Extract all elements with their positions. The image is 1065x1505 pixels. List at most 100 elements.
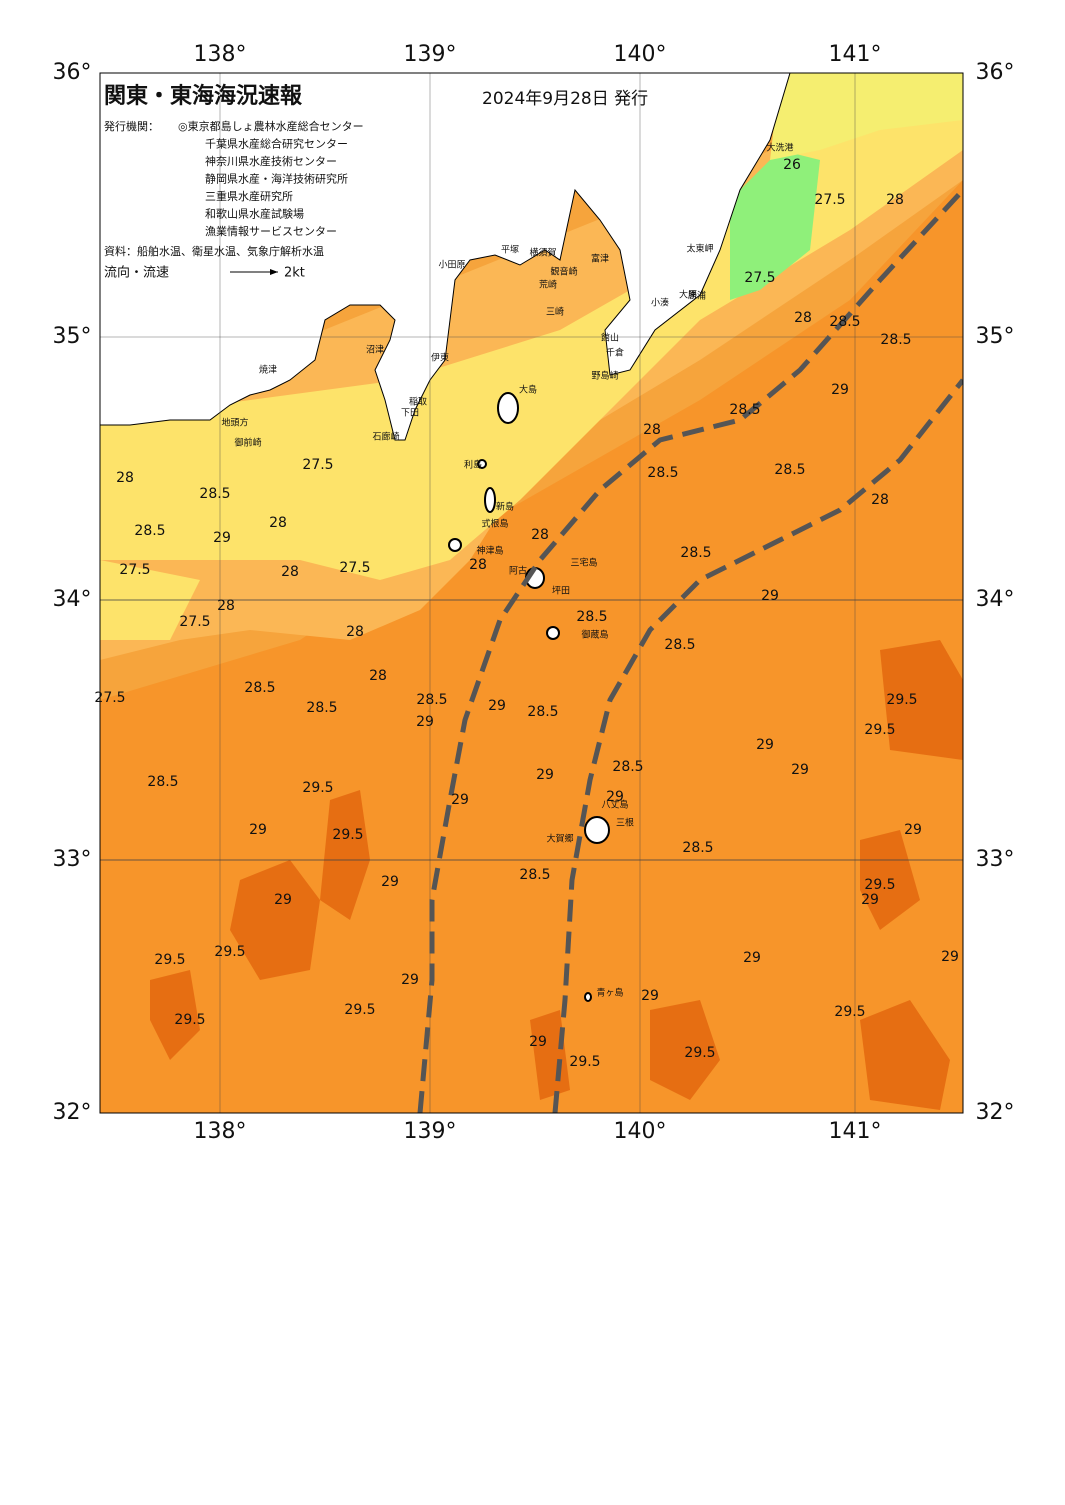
lat-label: 35° bbox=[53, 324, 92, 349]
contour-label: 28.5 bbox=[647, 465, 678, 481]
patch bbox=[650, 1000, 720, 1100]
issuer: 神奈川県水産技術センター bbox=[205, 154, 337, 168]
lon-label: 139° bbox=[404, 1119, 457, 1144]
place-name: 地頭方 bbox=[221, 417, 248, 429]
place-name: 小田原 bbox=[438, 260, 465, 271]
island bbox=[477, 459, 487, 469]
contour-label: 29.5 bbox=[344, 1002, 375, 1018]
patch bbox=[230, 860, 320, 980]
issuer-label: 発行機関： bbox=[104, 119, 159, 133]
contour-label: 28.5 bbox=[880, 332, 911, 348]
flow-label: 流向・流速 bbox=[104, 265, 169, 281]
lat-label: 32° bbox=[976, 1100, 1015, 1125]
contour-label: 28 bbox=[346, 624, 364, 640]
contour-label: 28 bbox=[369, 668, 387, 684]
contour-label: 29 bbox=[401, 972, 419, 988]
contour-label: 29 bbox=[743, 950, 761, 966]
place-name: 青ヶ島 bbox=[596, 987, 623, 999]
contour-label: 29.5 bbox=[864, 722, 895, 738]
place-name: 沼津 bbox=[366, 345, 384, 356]
place-name: 荒崎 bbox=[539, 279, 557, 291]
contour-label: 28.5 bbox=[416, 692, 447, 708]
contour-label: 29 bbox=[536, 767, 554, 783]
issuer: 千葉県水産総合研究センター bbox=[205, 137, 348, 151]
contour-label: 29 bbox=[941, 949, 959, 965]
contour-label: 29 bbox=[381, 874, 399, 890]
place-name: 千倉 bbox=[606, 347, 624, 359]
lat-label: 34° bbox=[53, 587, 92, 612]
place-name: 三根 bbox=[616, 817, 634, 829]
patch bbox=[860, 830, 920, 930]
contour-label: 28.5 bbox=[774, 462, 805, 478]
island bbox=[584, 992, 592, 1002]
lon-label: 141° bbox=[829, 1119, 882, 1144]
place-name: 三宅島 bbox=[570, 557, 597, 569]
patch bbox=[860, 1000, 950, 1110]
place-name: 御蔵島 bbox=[581, 629, 608, 641]
patch bbox=[880, 640, 963, 760]
sea-25 bbox=[730, 150, 820, 300]
contour-label: 27.5 bbox=[302, 457, 333, 473]
flow-arrowhead bbox=[270, 269, 278, 275]
contour-label: 28.5 bbox=[519, 867, 550, 883]
issuer: 静岡県水産・海洋技術研究所 bbox=[205, 172, 348, 186]
place-name: 三崎 bbox=[546, 306, 564, 318]
island bbox=[546, 626, 560, 640]
contour-label: 28 bbox=[281, 564, 299, 580]
contour-label: 29.5 bbox=[886, 692, 917, 708]
contour-label: 28.5 bbox=[664, 637, 695, 653]
contour-label: 28.5 bbox=[306, 700, 337, 716]
island bbox=[448, 538, 462, 552]
place-name: 観音崎 bbox=[550, 266, 577, 278]
lat-label: 35° bbox=[976, 324, 1015, 349]
flow-unit: 2kt bbox=[284, 266, 305, 281]
contour-label: 28.5 bbox=[199, 486, 230, 502]
lat-label: 32° bbox=[53, 1100, 92, 1125]
contour-label: 28 bbox=[871, 492, 889, 508]
patch bbox=[320, 790, 370, 920]
place-name: 稲取 bbox=[409, 396, 427, 408]
place-name: 大原 bbox=[679, 289, 697, 301]
lat-label: 33° bbox=[53, 847, 92, 872]
contour-label: 28.5 bbox=[612, 759, 643, 775]
contour-label: 29 bbox=[606, 789, 624, 805]
contour-label: 28.5 bbox=[576, 609, 607, 625]
current-line bbox=[417, 188, 963, 1113]
contour-label: 29 bbox=[529, 1034, 547, 1050]
place-name: 大賀郷 bbox=[546, 833, 573, 845]
issuer: 三重県水産研究所 bbox=[205, 189, 293, 203]
lon-label: 140° bbox=[614, 1119, 667, 1144]
contour-label: 29.5 bbox=[174, 1012, 205, 1028]
lon-label: 138° bbox=[194, 42, 247, 67]
title: 関東・東海海況速報 bbox=[104, 83, 303, 109]
contour-label: 27.5 bbox=[94, 690, 125, 706]
contour-label: 27.5 bbox=[814, 192, 845, 208]
contour-label: 28.5 bbox=[729, 402, 760, 418]
map-frame bbox=[99, 72, 964, 1114]
issuer: ◎東京都島しょ農林水産総合センター bbox=[178, 119, 364, 133]
patch bbox=[150, 970, 200, 1060]
contour-label: 29 bbox=[756, 737, 774, 753]
lon-label: 138° bbox=[194, 1119, 247, 1144]
lat-label: 34° bbox=[976, 587, 1015, 612]
kuroshio-axis bbox=[417, 188, 963, 1113]
contour-label: 28 bbox=[643, 422, 661, 438]
place-name: 勝浦 bbox=[688, 290, 706, 302]
place-name: 阿古 bbox=[509, 565, 527, 577]
island bbox=[484, 487, 496, 513]
contour-label: 29 bbox=[488, 698, 506, 714]
island bbox=[497, 392, 519, 424]
place-name: 横須賀 bbox=[529, 247, 556, 259]
island bbox=[584, 816, 610, 844]
lon-label: 140° bbox=[614, 42, 667, 67]
contour-label: 27.5 bbox=[179, 614, 210, 630]
place-name: 新島 bbox=[496, 501, 514, 513]
contour-label: 28 bbox=[217, 598, 235, 614]
contour-label: 26 bbox=[783, 157, 801, 173]
place-name: 焼津 bbox=[259, 365, 277, 376]
contour-label: 27.5 bbox=[119, 562, 150, 578]
place-name: 大島 bbox=[519, 384, 537, 396]
lat-label: 36° bbox=[976, 60, 1015, 85]
contour-label: 28.5 bbox=[680, 545, 711, 561]
place-name: 平塚 bbox=[501, 245, 519, 256]
